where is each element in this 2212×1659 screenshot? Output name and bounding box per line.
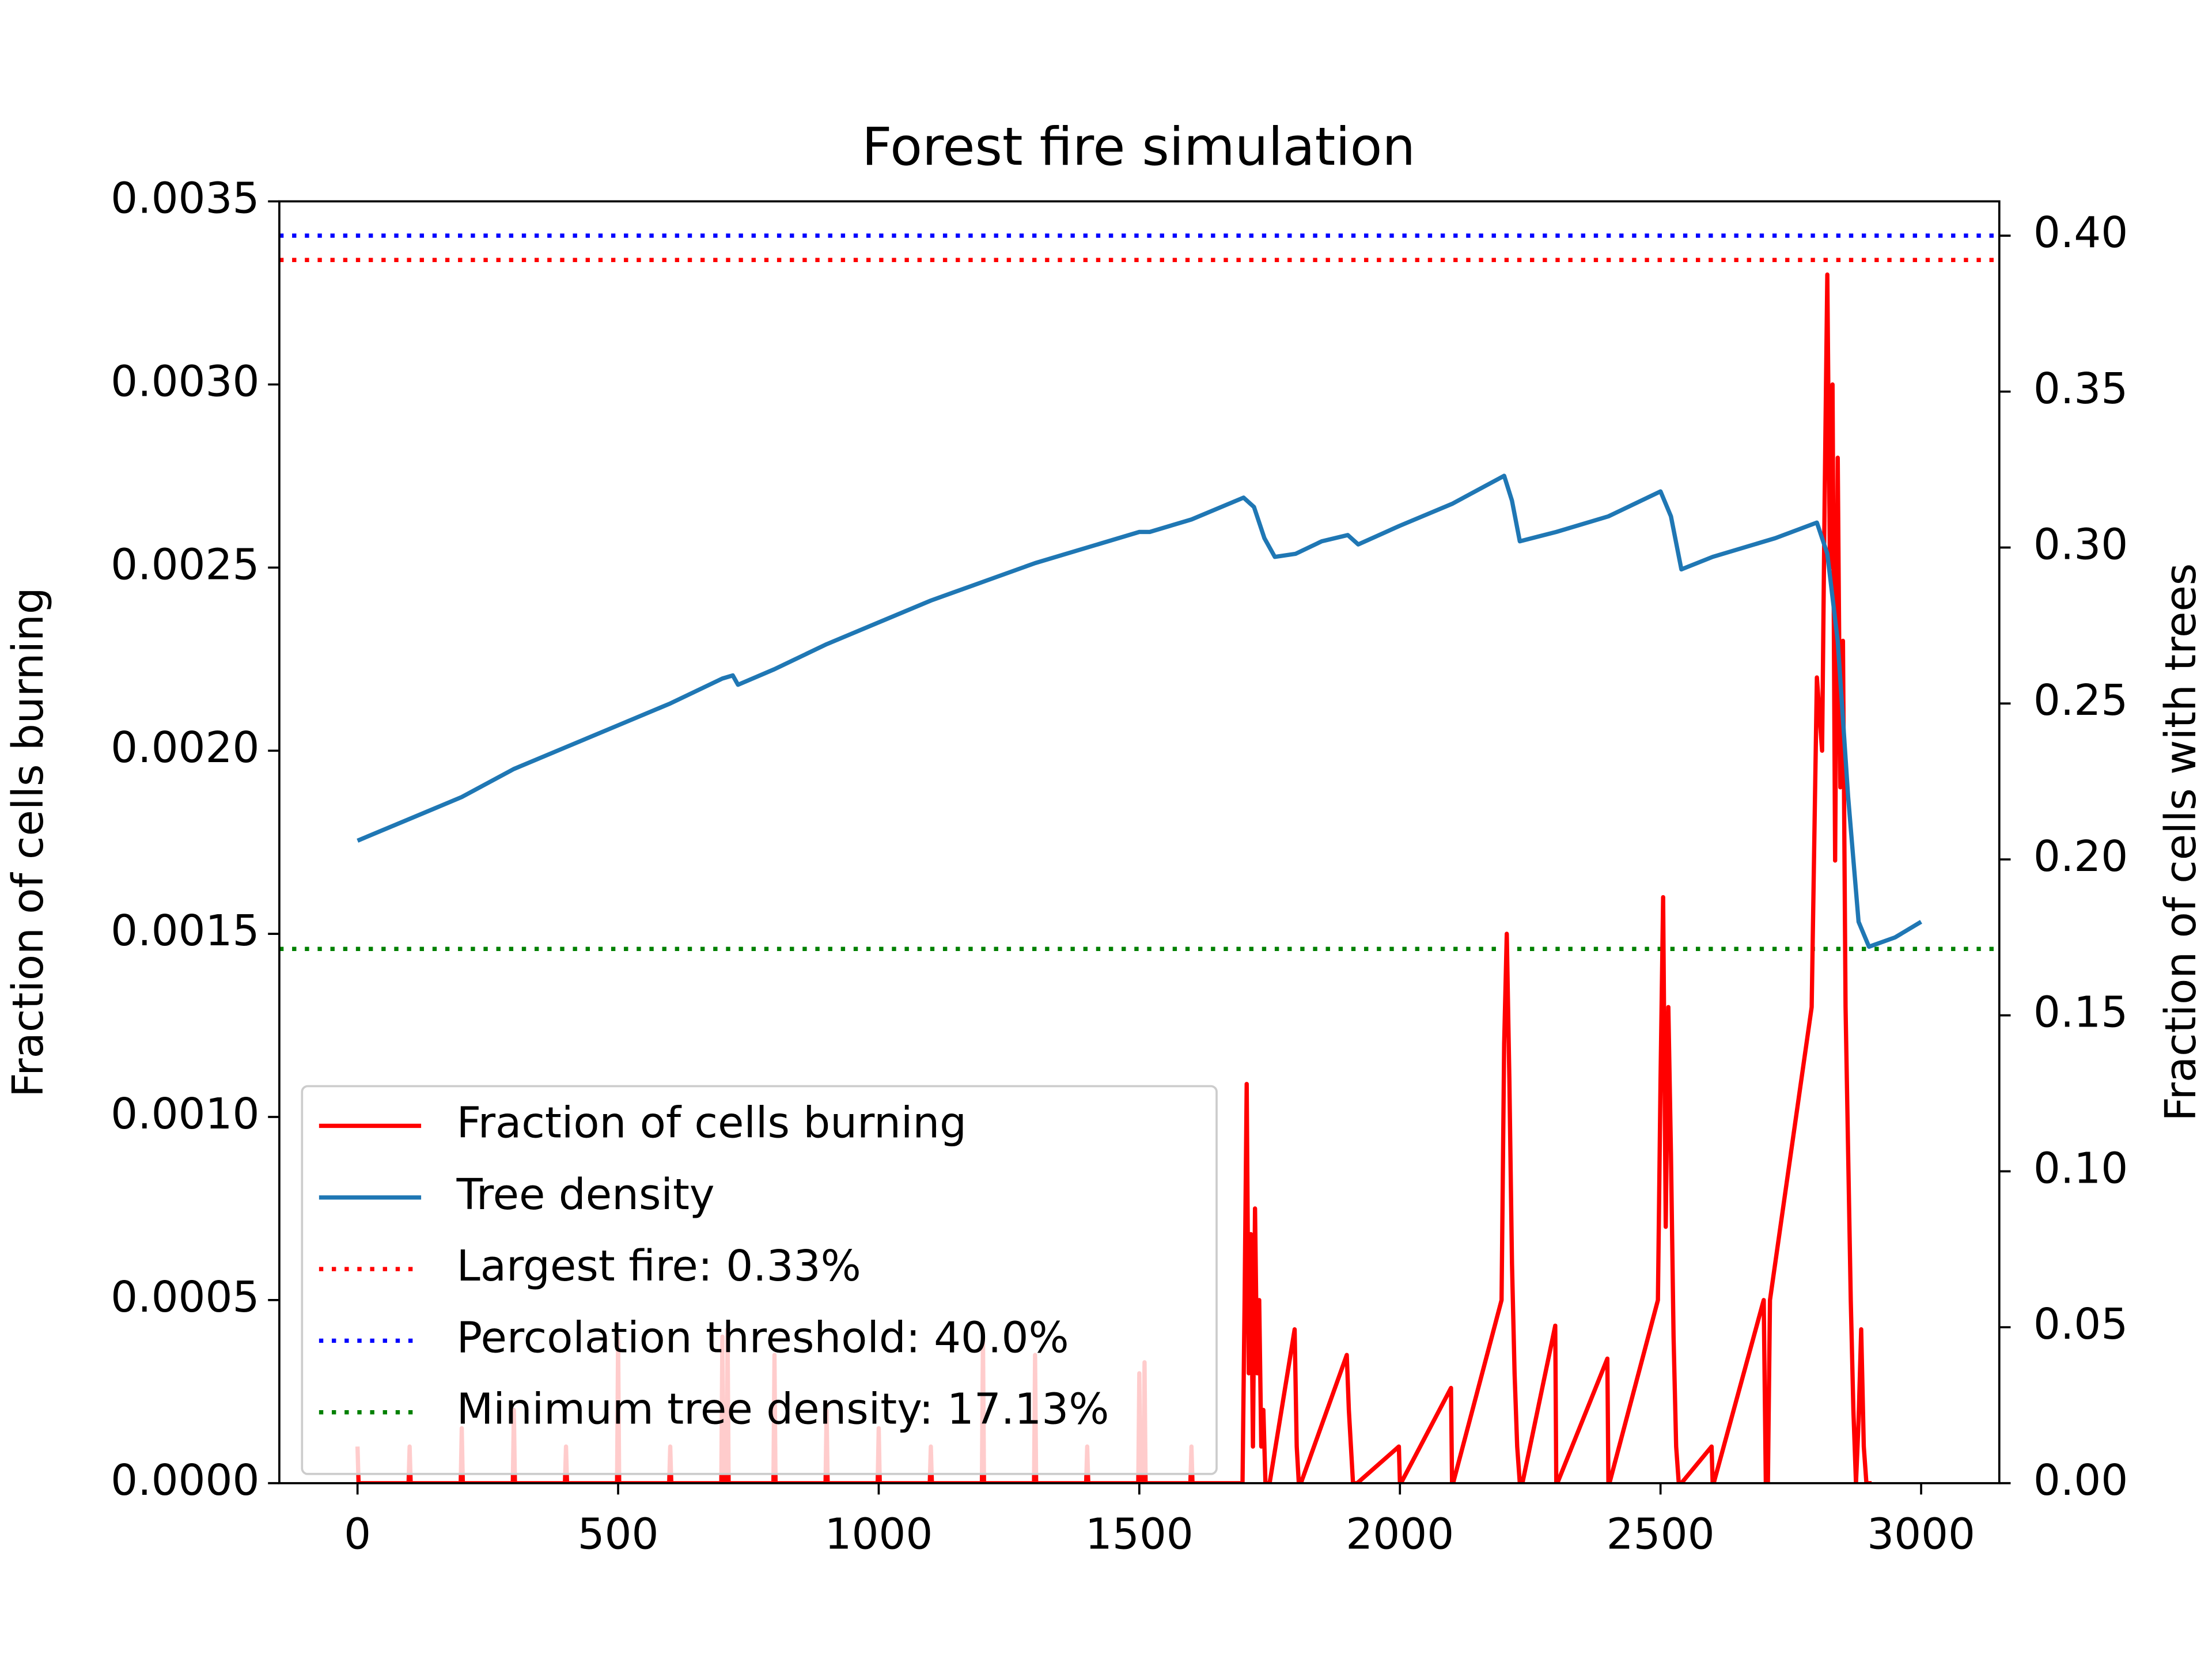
y-tick-label: 0.0030 bbox=[111, 357, 259, 406]
y-tick-label: 0.0025 bbox=[111, 540, 259, 589]
y2-tick-label: 0.30 bbox=[2033, 520, 2128, 570]
legend-label: Minimum tree density: 17.13% bbox=[457, 1385, 1109, 1434]
y2-tick-label: 0.05 bbox=[2033, 1300, 2128, 1349]
y2-axis-label: Fraction of cells with trees bbox=[2156, 563, 2206, 1122]
y2-tick-label: 0.20 bbox=[2033, 832, 2128, 881]
legend-label: Fraction of cells burning bbox=[457, 1098, 967, 1147]
legend: Fraction of cells burning Tree density Lar… bbox=[301, 1085, 1218, 1475]
legend-label: Percolation threshold: 40.0% bbox=[457, 1313, 1069, 1362]
x-tick-label: 1000 bbox=[824, 1509, 933, 1559]
y2-tick-label: 0.00 bbox=[2033, 1456, 2128, 1505]
x-tick-label: 2500 bbox=[1607, 1509, 1715, 1559]
y2-tick-label: 0.10 bbox=[2033, 1143, 2128, 1193]
x-tick-label: 1500 bbox=[1085, 1509, 1194, 1559]
y2-tick-label: 0.40 bbox=[2033, 208, 2128, 257]
series-line bbox=[357, 474, 1922, 949]
x-tick-label: 0 bbox=[344, 1509, 371, 1559]
y2-tick-label: 0.35 bbox=[2033, 364, 2128, 414]
y-tick-label: 0.0035 bbox=[111, 174, 259, 224]
chart-title: Forest fire simulation bbox=[862, 116, 1415, 177]
legend-label: Tree density bbox=[456, 1170, 715, 1219]
x-tick-label: 2000 bbox=[1346, 1509, 1454, 1559]
y-tick-label: 0.0010 bbox=[111, 1089, 259, 1139]
legend-label: Largest fire: 0.33% bbox=[457, 1241, 861, 1291]
x-tick-label: 3000 bbox=[1867, 1509, 1975, 1559]
y-tick-label: 0.0005 bbox=[111, 1272, 259, 1322]
y-tick-label: 0.0000 bbox=[111, 1456, 259, 1505]
legend-box bbox=[301, 1085, 1218, 1475]
plot-frame bbox=[278, 200, 2001, 1484]
axes: 0 500 1000 1500 2000 2500 3000 0.0000 0.0005 0.00… bbox=[111, 174, 2128, 1559]
y-tick-label: 0.0020 bbox=[111, 723, 259, 772]
y-tick-label: 0.0015 bbox=[111, 906, 259, 956]
y2-tick-label: 0.15 bbox=[2033, 988, 2128, 1037]
y2-tick-label: 0.25 bbox=[2033, 676, 2128, 725]
y-axis-label: Fraction of cells burning bbox=[3, 587, 53, 1097]
x-tick-label: 500 bbox=[578, 1509, 659, 1559]
